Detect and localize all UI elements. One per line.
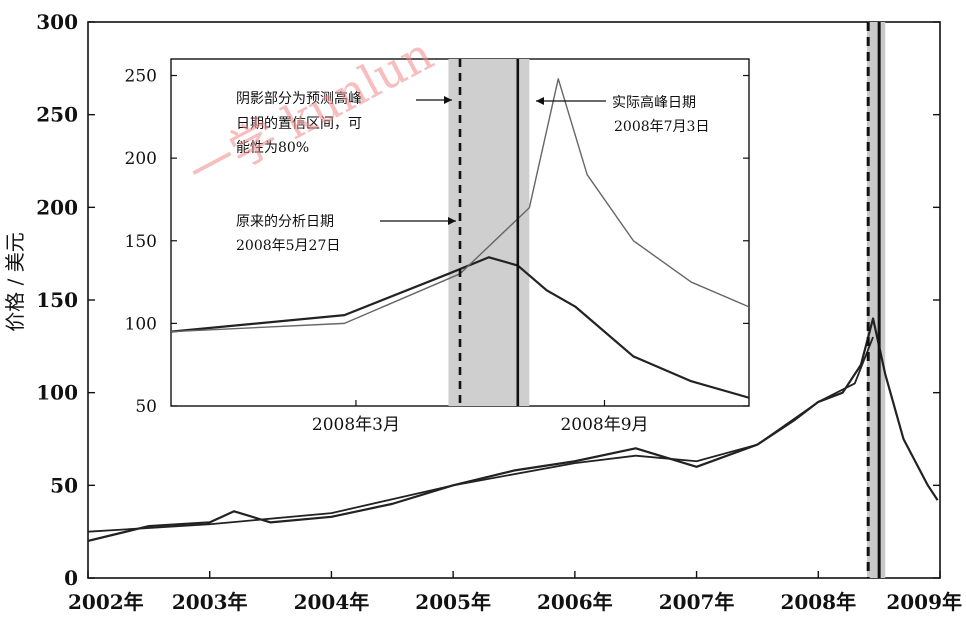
- analysis-date: 2008年5月27日: [236, 238, 340, 254]
- inset-x-axis: 2008年3月 2008年9月: [312, 400, 649, 435]
- main-confidence-shade: [866, 22, 886, 578]
- main-y-tick-label: 150: [36, 288, 78, 312]
- inset-y-tick-label: 150: [125, 232, 157, 252]
- shade-note-arrowhead: [444, 96, 452, 104]
- peak-date: 2008年7月3日: [614, 119, 709, 135]
- main-x-tick-label: 2003年: [172, 590, 248, 614]
- inset-x-tick-label: 2008年9月: [560, 415, 648, 435]
- main-x-tick-label: 2005年: [415, 590, 491, 614]
- main-x-axis: 2002年 2003年 2004年 2005年 2006年 2007年 2008年 2009年: [68, 571, 962, 614]
- inset-y-tick-label: 50: [135, 397, 157, 417]
- inset-confidence-shade: [448, 59, 530, 406]
- main-x-tick-label: 2006年: [537, 590, 613, 614]
- main-y-tick-label: 100: [36, 381, 78, 405]
- main-x-tick-label: 2004年: [294, 590, 370, 614]
- main-markers-group: [866, 22, 881, 578]
- inset-y-tick-label: 200: [125, 149, 157, 169]
- shade-note-line-2: 日期的置信区间，可: [236, 116, 362, 132]
- main-y-axis-label: 价格 / 美元: [3, 232, 27, 331]
- main-x-tick-label: 2002年: [68, 590, 144, 614]
- shade-note-line-3: 能性为80%: [236, 140, 309, 156]
- main-x-tick-label: 2008年: [780, 590, 856, 614]
- peak-arrowhead: [536, 97, 544, 105]
- inset-y-tick-label: 250: [125, 67, 157, 87]
- main-x-tick-label: 2009年: [886, 590, 962, 614]
- peak-label: 实际高峰日期: [612, 94, 696, 111]
- main-series-line: [88, 336, 874, 533]
- inset-y-tick-label: 100: [125, 314, 157, 334]
- main-y-tick-label: 250: [36, 103, 78, 127]
- shade-note-line-1: 阴影部分为预测高峰: [236, 90, 362, 107]
- main-y-axis: 0 50 100 150 200 250 300: [36, 10, 940, 590]
- analysis-arrowhead: [448, 217, 456, 225]
- inset-x-tick-label: 2008年3月: [312, 415, 400, 435]
- main-y-tick-label: 200: [36, 195, 78, 219]
- inset-series-group: [171, 78, 749, 399]
- main-y-tick-label: 300: [36, 10, 78, 34]
- inset-series-line: [171, 256, 749, 399]
- main-y-tick-label: 50: [50, 473, 78, 497]
- analysis-label: 原来的分析日期: [236, 214, 334, 230]
- main-y-tick-label: 0: [64, 566, 78, 590]
- main-x-tick-label: 2007年: [659, 590, 735, 614]
- inset-markers-group: [458, 59, 520, 406]
- inset-annotations: 阴影部分为预测高峰 日期的置信区间，可 能性为80% 实际高峰日期 2008年7…: [236, 90, 709, 254]
- inset-series-line: [171, 78, 749, 333]
- inset-y-axis: 50 100 150 200 250: [125, 67, 749, 417]
